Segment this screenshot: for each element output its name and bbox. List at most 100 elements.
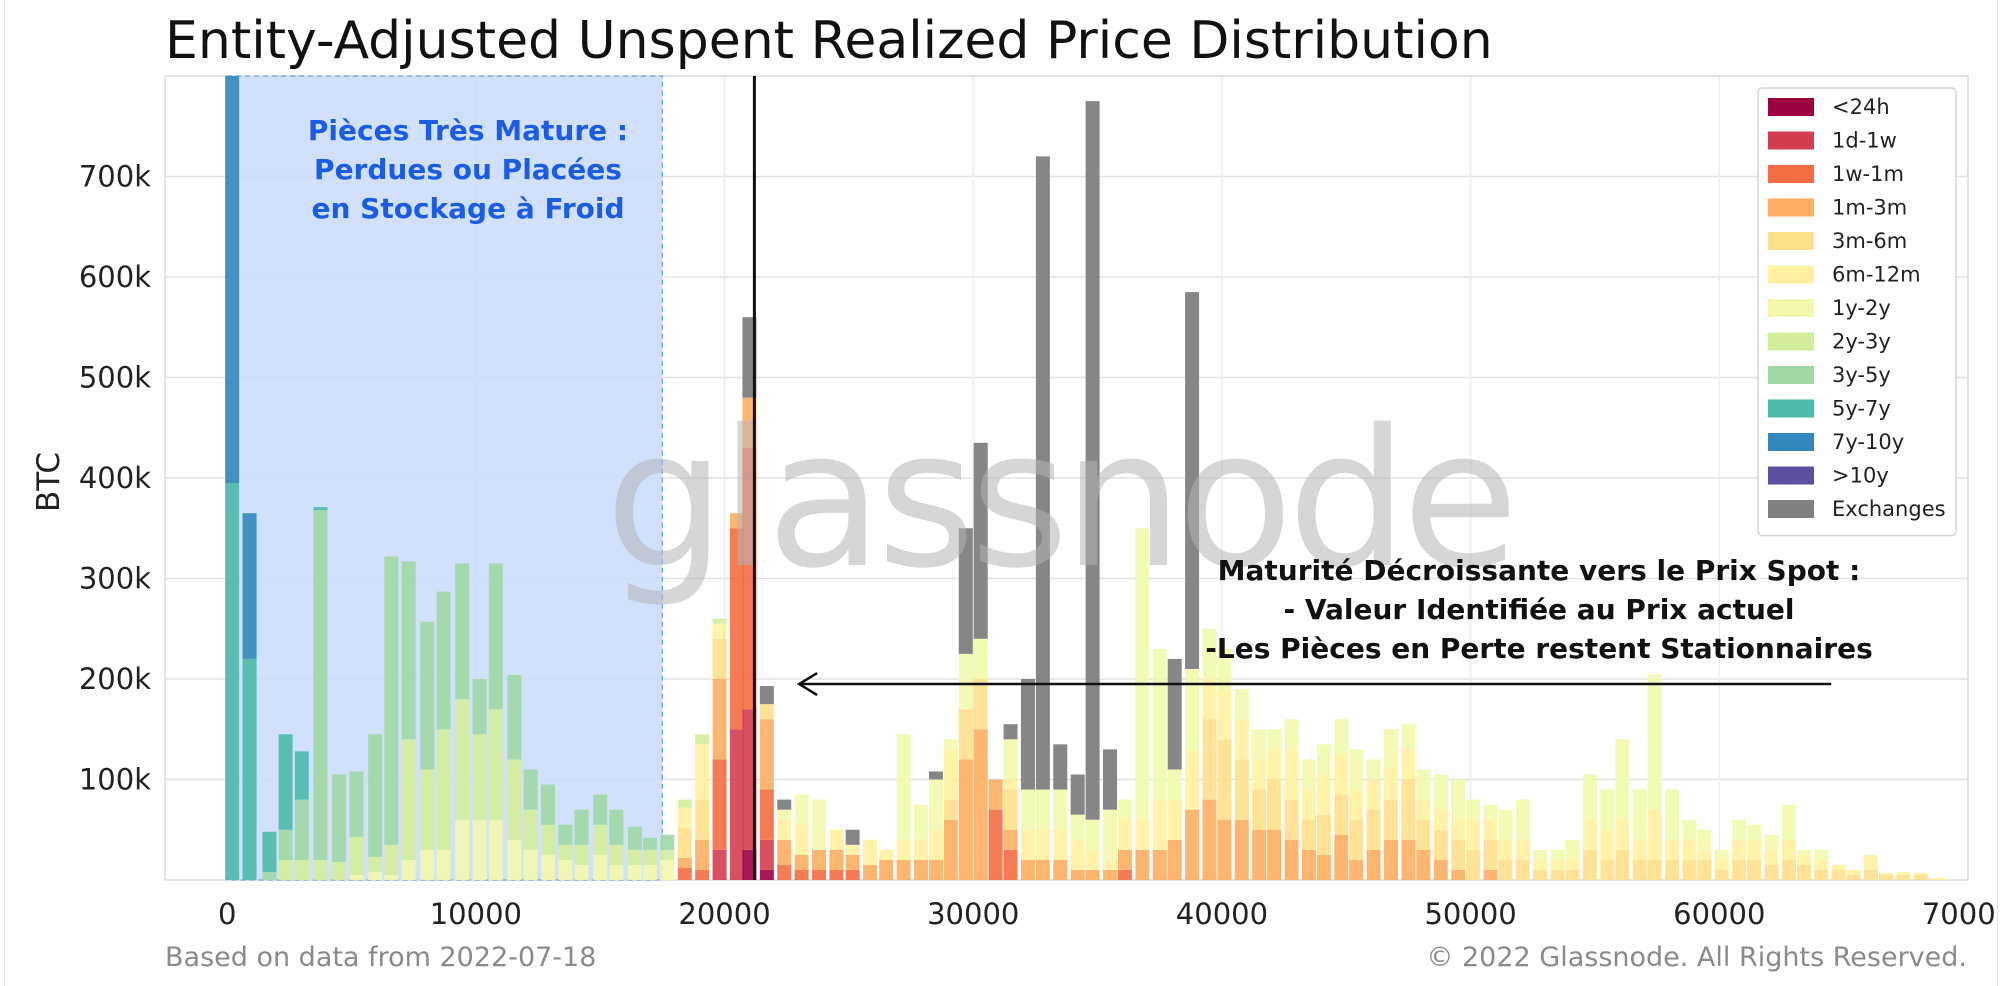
legend-swatch	[1768, 198, 1814, 217]
bar-segment-2y3y	[558, 844, 573, 860]
bar-segment-6m12m	[1550, 859, 1565, 870]
legend-swatch	[1768, 433, 1814, 451]
bar-segment-1y2y	[1349, 749, 1364, 790]
bar-segment-Exchanges	[1085, 101, 1100, 820]
bar-segment-1y2y	[1714, 849, 1729, 860]
bar-stack	[695, 734, 710, 880]
bar-stack	[1913, 872, 1928, 880]
bar-segment-1m3m	[1401, 839, 1416, 880]
bar-segment-3m6m	[1814, 869, 1829, 880]
bar-segment-1w1m	[729, 528, 744, 730]
bar-segment-1y2y	[1647, 673, 1662, 810]
bar-stack	[1217, 648, 1232, 880]
bar-segment-2y3y	[574, 844, 589, 865]
bar-segment-1w1m	[759, 789, 774, 840]
annotation-right-line: - Valeur Identifiée au Prix actuel	[1283, 593, 1794, 626]
bar-segment-1y2y	[1498, 809, 1513, 840]
bar-segment-1m3m	[1202, 799, 1217, 880]
bar-segment-2y3y	[313, 859, 328, 880]
bar-stack	[794, 794, 809, 880]
bar-segment-1y2y	[1632, 789, 1647, 840]
bar-stack	[262, 831, 277, 880]
bar-segment-1y2y	[1550, 849, 1565, 860]
watermark: glassnode	[605, 389, 1513, 610]
x-tick-label: 40000	[1176, 897, 1268, 931]
annotation-left-line: en Stockage à Froid	[311, 192, 624, 225]
bar-segment-6m12m	[1714, 859, 1729, 870]
y-tick-label: 600k	[79, 260, 151, 294]
bar-segment-1m3m	[1384, 839, 1399, 880]
bar-segment-1m3m	[1117, 849, 1132, 870]
bar-segment-1y2y	[593, 854, 608, 880]
bar-segment-2y3y	[349, 836, 364, 875]
bar-stack	[1451, 779, 1466, 880]
bar-stack	[1316, 744, 1331, 880]
bar-segment-1y2y	[1053, 789, 1068, 830]
bar-segment-6m12m	[1070, 839, 1085, 870]
bar-stack	[1600, 789, 1615, 880]
bar-segment-1m3m	[973, 729, 988, 880]
bar-segment-1y2y	[1796, 849, 1811, 855]
bar-segment-6m12m	[1301, 789, 1316, 820]
bar-segment-6m12m	[1185, 749, 1200, 810]
bar-segment-2y3y	[593, 824, 608, 855]
bar-segment-3m6m	[1896, 874, 1911, 880]
bar-segment-3m6m	[943, 799, 958, 820]
bar-segment-1d1w	[759, 839, 774, 870]
bar-stack	[1878, 872, 1893, 880]
bar-segment-1m3m	[1483, 869, 1498, 880]
bar-segment-1y2y	[1764, 834, 1779, 850]
bar-segment-1m3m	[1416, 849, 1431, 880]
bar-segment-1y2y	[1217, 648, 1232, 690]
legend-swatch	[1768, 232, 1814, 250]
legend-label: 6m-12m	[1832, 263, 1921, 287]
bar-segment-3y5y	[455, 563, 470, 700]
bar-segment-1y2y	[1334, 719, 1349, 755]
bar-segment-1y2y	[1615, 739, 1630, 820]
bar-stack	[368, 734, 383, 880]
footer-copyright: © 2022 Glassnode. All Rights Reserved.	[1426, 942, 1967, 973]
bar-segment-6m12m	[879, 849, 894, 860]
bar-segment-3m6m	[1600, 859, 1615, 880]
bar-segment-6m12m	[1878, 872, 1893, 875]
bar-segment-1y2y	[1433, 774, 1448, 810]
bar-segment-2y3y	[401, 739, 416, 860]
bar-segment-1y2y	[1451, 779, 1466, 820]
bar-segment-Exchanges	[1167, 658, 1182, 770]
bar-stack	[1582, 774, 1597, 880]
bar-stack	[845, 829, 860, 880]
bar-segment-3y5y	[642, 837, 657, 850]
y-tick-label: 300k	[79, 562, 151, 596]
bar-stack	[313, 507, 328, 880]
bar-segment-1m3m	[1020, 859, 1035, 880]
bar-segment-6m12m	[777, 819, 792, 840]
bar-segment-6m12m	[1234, 719, 1249, 760]
x-tick-label: 0	[218, 897, 236, 931]
legend-label: 1w-1m	[1832, 162, 1904, 186]
bar-segment-6m12m	[829, 829, 844, 850]
bar-segment-3y5y	[523, 769, 538, 810]
bar-segment-1w1m	[677, 867, 692, 880]
legend-swatch	[1768, 366, 1814, 384]
bar-stack	[1781, 804, 1796, 880]
bar-segment-6m12m	[1565, 859, 1580, 870]
bar-segment-5y7y	[294, 751, 309, 800]
annotations: Pièces Très Mature : Perdues ou Placées en…	[308, 114, 1873, 665]
bar-segment-3m6m	[1301, 819, 1316, 850]
bar-segment-1y2y	[1020, 789, 1035, 830]
bar-stack	[729, 513, 744, 880]
bar-segment-1y2y	[1401, 724, 1416, 750]
bar-segment-2y3y	[472, 734, 487, 820]
bar-segment-6m12m	[1600, 829, 1615, 860]
bar-stack	[472, 679, 487, 880]
bar-stack	[1846, 869, 1861, 880]
bar-segment-3m6m	[1334, 794, 1349, 835]
bar-segment-6m12m	[1665, 839, 1680, 860]
bar-segment-1y2y	[1267, 729, 1282, 750]
bar-segment-1m3m	[1085, 869, 1100, 880]
bar-segment-6m12m	[1433, 809, 1448, 830]
bar-stack	[488, 563, 503, 880]
bar-segment-2y3y	[507, 759, 522, 840]
bar-segment-1d1w	[712, 849, 727, 880]
bar-segment-1y2y	[609, 864, 624, 880]
